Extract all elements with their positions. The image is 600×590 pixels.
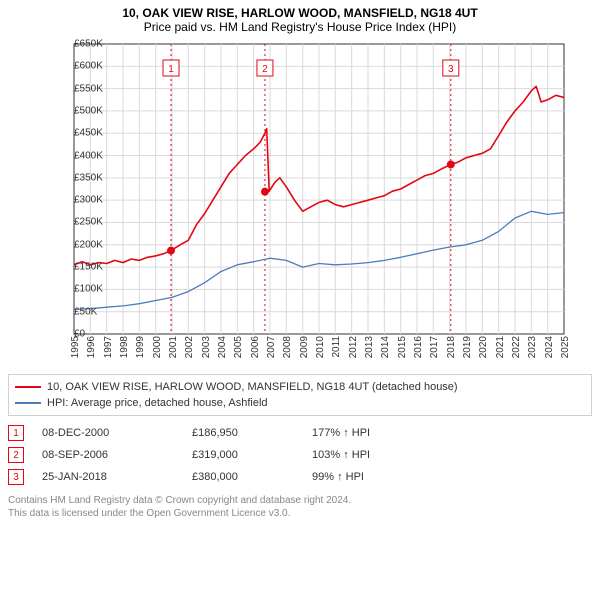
legend-item: 10, OAK VIEW RISE, HARLOW WOOD, MANSFIEL… bbox=[15, 379, 585, 395]
x-tick-label: 2006 bbox=[250, 336, 261, 358]
page-title: 10, OAK VIEW RISE, HARLOW WOOD, MANSFIEL… bbox=[0, 0, 600, 20]
svg-text:3: 3 bbox=[448, 64, 454, 75]
footer-line2: This data is licensed under the Open Gov… bbox=[8, 507, 592, 520]
legend-label: HPI: Average price, detached house, Ashf… bbox=[47, 395, 268, 411]
x-tick-label: 2009 bbox=[299, 336, 310, 358]
sale-price: £186,950 bbox=[192, 427, 312, 439]
price-chart: 123 £0£50K£100K£150K£200K£250K£300K£350K… bbox=[30, 38, 570, 368]
x-tick-label: 2014 bbox=[380, 336, 391, 358]
x-tick-label: 2011 bbox=[331, 336, 342, 358]
legend-swatch bbox=[15, 386, 41, 388]
x-tick-label: 2017 bbox=[429, 336, 440, 358]
x-tick-label: 2005 bbox=[233, 336, 244, 358]
x-tick-label: 2025 bbox=[560, 336, 571, 358]
x-tick-label: 2018 bbox=[446, 336, 457, 358]
x-tick-label: 2001 bbox=[168, 336, 179, 358]
x-tick-label: 2019 bbox=[462, 336, 473, 358]
chart-svg: 1 2 3 bbox=[30, 38, 570, 368]
x-tick-label: 2003 bbox=[201, 336, 212, 358]
x-tick-label: 2008 bbox=[282, 336, 293, 358]
x-tick-label: 1997 bbox=[103, 336, 114, 358]
x-tick-label: 1996 bbox=[86, 336, 97, 358]
x-tick-label: 1995 bbox=[70, 336, 81, 358]
sale-price: £319,000 bbox=[192, 449, 312, 461]
x-tick-label: 2021 bbox=[495, 336, 506, 358]
x-tick-label: 2010 bbox=[315, 336, 326, 358]
x-tick-label: 2020 bbox=[478, 336, 489, 358]
x-tick-label: 2013 bbox=[364, 336, 375, 358]
legend-item: HPI: Average price, detached house, Ashf… bbox=[15, 395, 585, 411]
x-tick-label: 2024 bbox=[544, 336, 555, 358]
sale-hpi-pct: 177% ↑ HPI bbox=[312, 427, 432, 439]
sale-marker-box: 2 bbox=[8, 447, 24, 463]
sale-marker-box: 3 bbox=[8, 469, 24, 485]
footer-attribution: Contains HM Land Registry data © Crown c… bbox=[8, 494, 592, 520]
x-tick-label: 2002 bbox=[184, 336, 195, 358]
sale-row: 1 08-DEC-2000£186,950177% ↑ HPI bbox=[8, 422, 592, 444]
sale-hpi-pct: 103% ↑ HPI bbox=[312, 449, 432, 461]
x-tick-label: 2016 bbox=[413, 336, 424, 358]
sale-row: 2 08-SEP-2006£319,000103% ↑ HPI bbox=[8, 444, 592, 466]
x-tick-label: 1998 bbox=[119, 336, 130, 358]
page-subtitle: Price paid vs. HM Land Registry's House … bbox=[0, 20, 600, 38]
x-tick-label: 2015 bbox=[397, 336, 408, 358]
x-tick-label: 2007 bbox=[266, 336, 277, 358]
legend: 10, OAK VIEW RISE, HARLOW WOOD, MANSFIEL… bbox=[8, 374, 592, 416]
sales-table: 1 08-DEC-2000£186,950177% ↑ HPI 2 08-SEP-20… bbox=[8, 422, 592, 488]
legend-swatch bbox=[15, 402, 41, 404]
x-tick-label: 2012 bbox=[348, 336, 359, 358]
sale-row: 3 25-JAN-2018£380,00099% ↑ HPI bbox=[8, 466, 592, 488]
sale-date: 25-JAN-2018 bbox=[42, 471, 192, 483]
legend-label: 10, OAK VIEW RISE, HARLOW WOOD, MANSFIEL… bbox=[47, 379, 458, 395]
sale-date: 08-DEC-2000 bbox=[42, 427, 192, 439]
sale-marker-box: 1 bbox=[8, 425, 24, 441]
svg-text:2: 2 bbox=[262, 64, 268, 75]
x-tick-label: 1999 bbox=[135, 336, 146, 358]
sale-date: 08-SEP-2006 bbox=[42, 449, 192, 461]
x-tick-label: 2022 bbox=[511, 336, 522, 358]
svg-text:1: 1 bbox=[168, 64, 174, 75]
footer-line1: Contains HM Land Registry data © Crown c… bbox=[8, 494, 592, 507]
sale-hpi-pct: 99% ↑ HPI bbox=[312, 471, 432, 483]
x-tick-label: 2000 bbox=[152, 336, 163, 358]
sale-price: £380,000 bbox=[192, 471, 312, 483]
x-tick-label: 2023 bbox=[527, 336, 538, 358]
x-tick-label: 2004 bbox=[217, 336, 228, 358]
